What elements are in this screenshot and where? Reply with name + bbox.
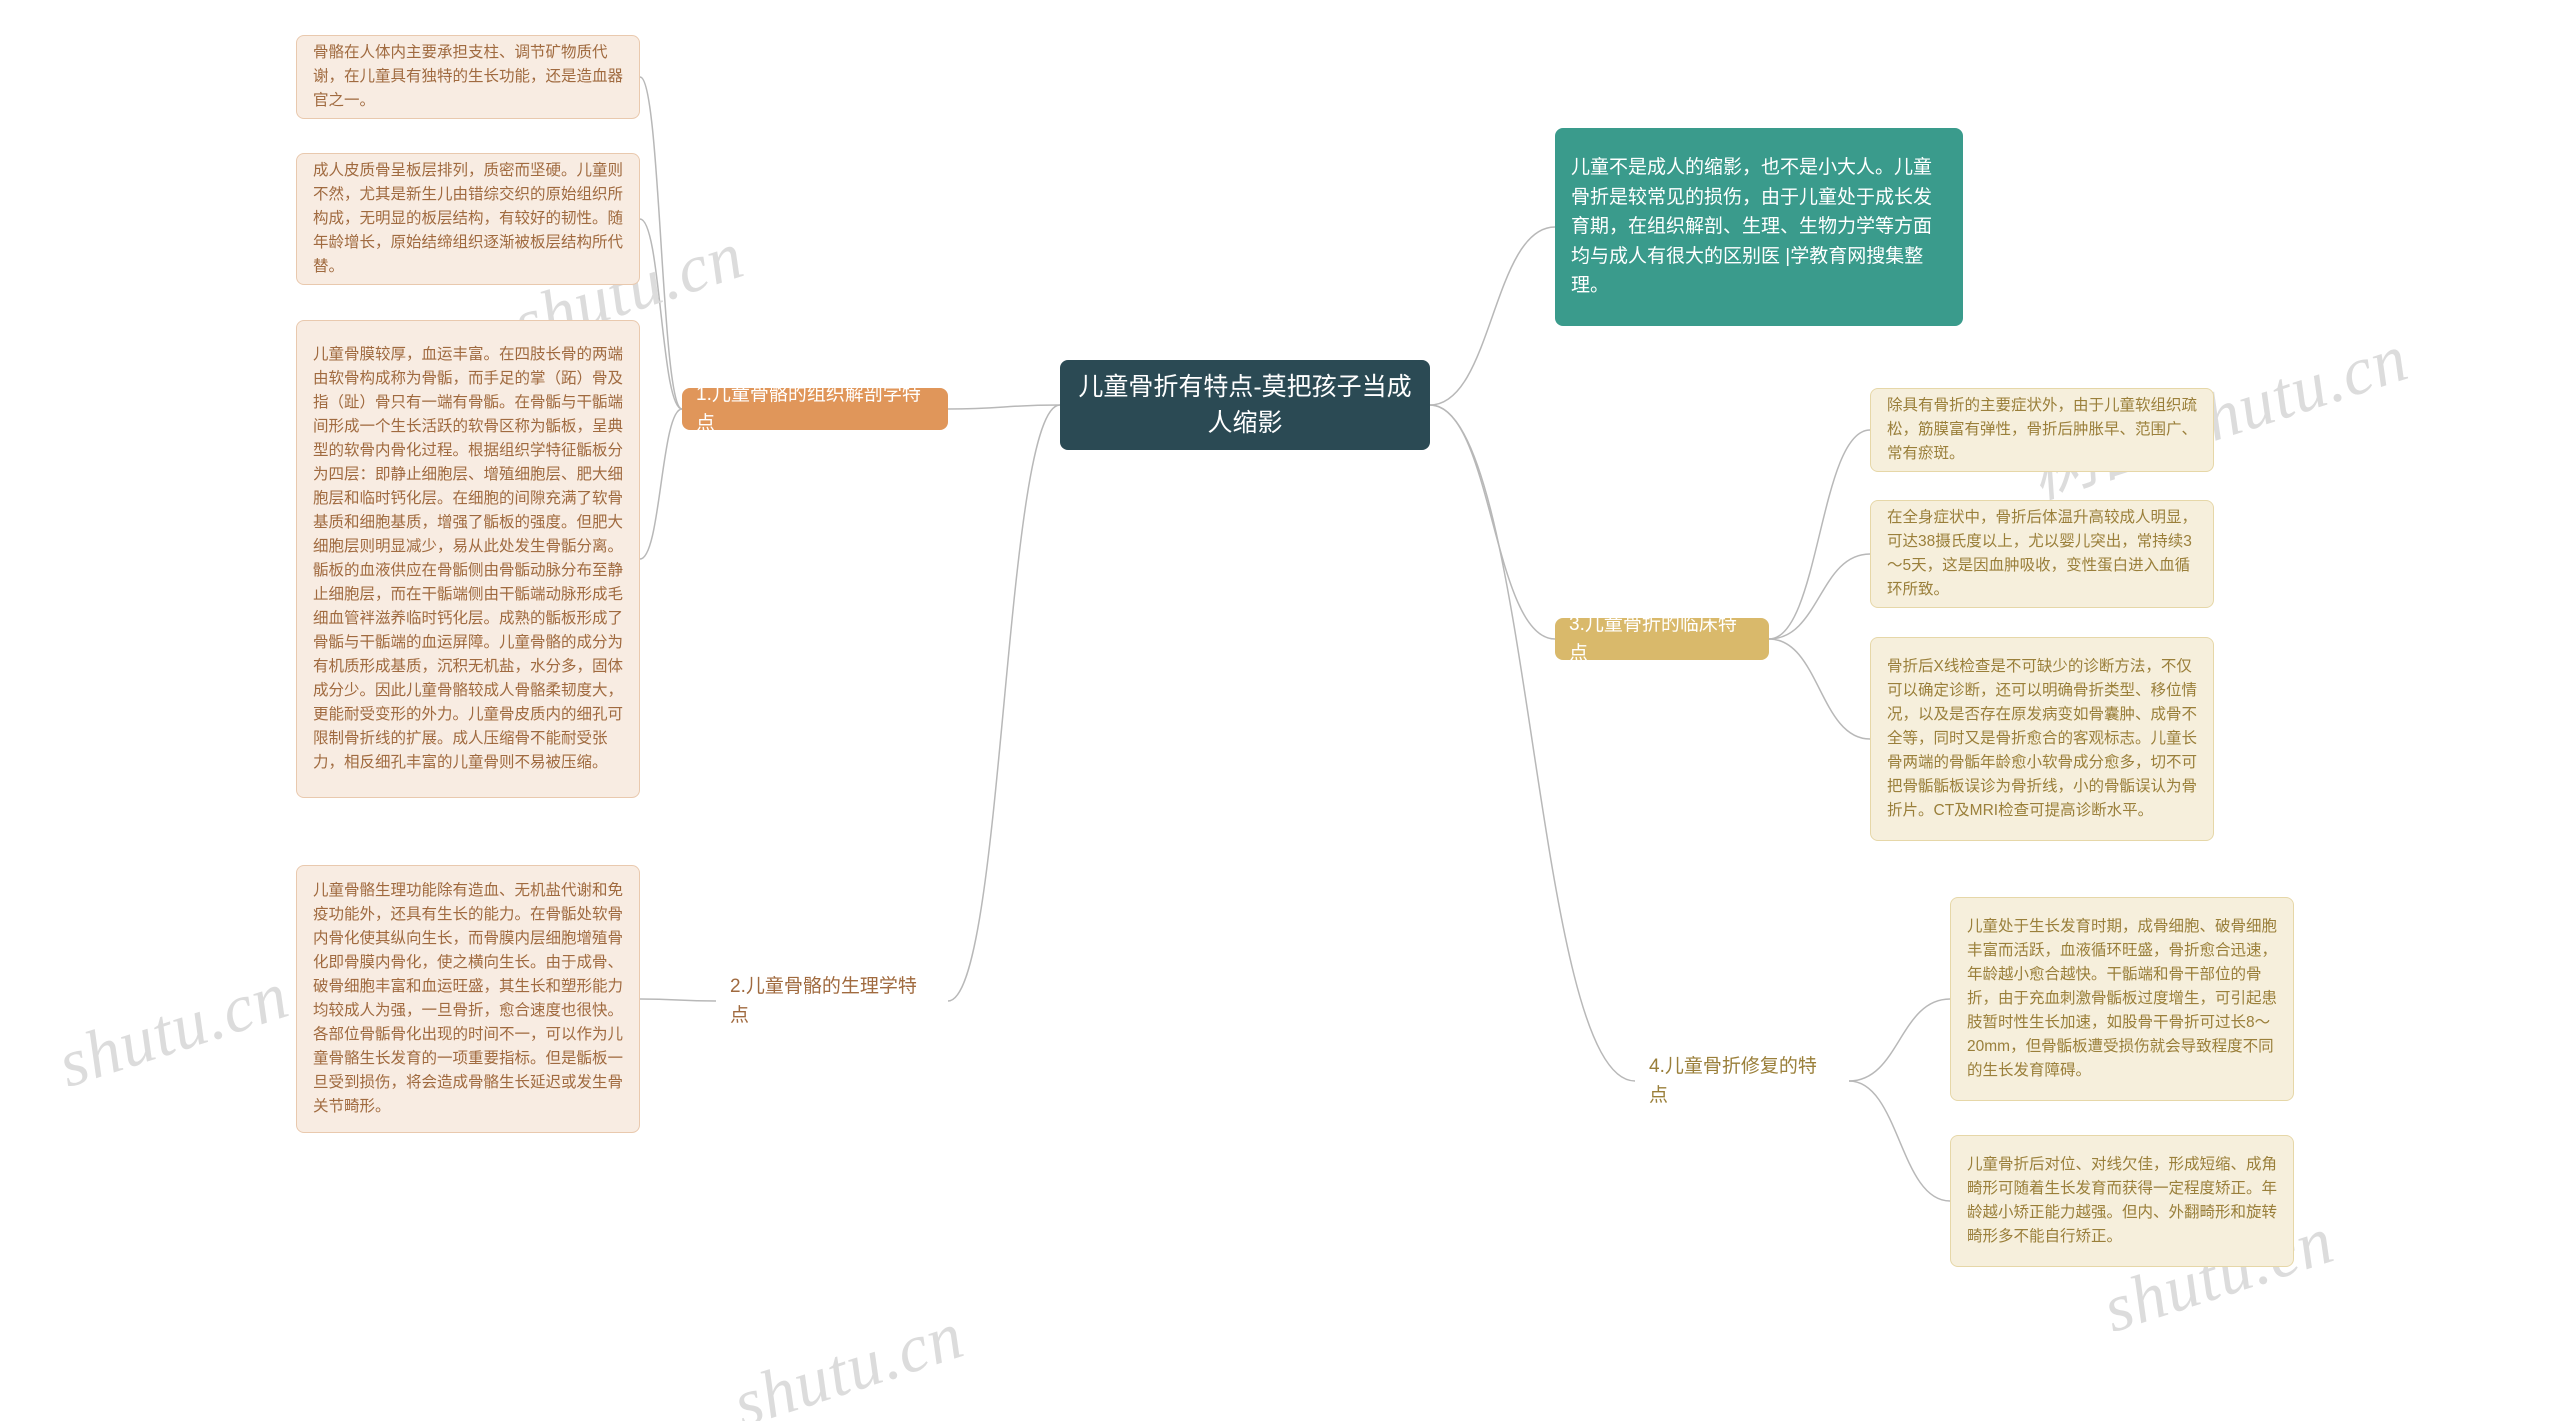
leaf-node: 儿童骨膜较厚，血运丰富。在四肢长骨的两端由软骨构成称为骨骺，而手足的掌（跖）骨及… [296,320,640,798]
leaf-node: 成人皮质骨呈板层排列，质密而坚硬。儿童则不然，尤其是新生儿由错综交织的原始组织所… [296,153,640,285]
leaf-text: 在全身症状中，骨折后体温升高较成人明显，可达38摄氏度以上，尤以婴儿突出，常持续… [1887,506,2197,602]
leaf-node: 骨骼在人体内主要承担支柱、调节矿物质代谢，在儿童具有独特的生长功能，还是造血器官… [296,35,640,119]
leaf-node: 儿童骨骼生理功能除有造血、无机盐代谢和免疫功能外，还具有生长的能力。在骨骺处软骨… [296,865,640,1133]
branch-label: 3.儿童骨折的临床特点 [1569,610,1755,669]
branch-node: 3.儿童骨折的临床特点 [1555,618,1769,660]
branch-node: 4.儿童骨折修复的特点 [1635,1060,1849,1102]
branch-node: 2.儿童骨骼的生理学特点 [716,980,948,1022]
watermark: shutu.cn [724,1295,973,1421]
leaf-node: 除具有骨折的主要症状外，由于儿童软组织疏松，筋膜富有弹性，骨折后肿胀早、范围广、… [1870,388,2214,472]
leaf-text: 成人皮质骨呈板层排列，质密而坚硬。儿童则不然，尤其是新生儿由错综交织的原始组织所… [313,159,623,279]
leaf-text: 儿童骨膜较厚，血运丰富。在四肢长骨的两端由软骨构成称为骨骺，而手足的掌（跖）骨及… [313,343,623,775]
leaf-node: 儿童处于生长发育时期，成骨细胞、破骨细胞丰富而活跃，血液循环旺盛，骨折愈合迅速，… [1950,897,2294,1101]
leaf-node: 在全身症状中，骨折后体温升高较成人明显，可达38摄氏度以上，尤以婴儿突出，常持续… [1870,500,2214,608]
leaf-text: 骨折后X线检查是不可缺少的诊断方法，不仅可以确定诊断，还可以明确骨折类型、移位情… [1887,655,2197,823]
watermark: shutu.cn [49,955,298,1103]
center-node: 儿童骨折有特点-莫把孩子当成人缩影 [1060,360,1430,450]
branch-label: 2.儿童骨骼的生理学特点 [730,972,934,1031]
intro-text: 儿童不是成人的缩影，也不是小大人。儿童骨折是较常见的损伤，由于儿童处于成长发育期… [1571,153,1947,300]
leaf-text: 骨骼在人体内主要承担支柱、调节矿物质代谢，在儿童具有独特的生长功能，还是造血器官… [313,41,623,113]
leaf-text: 儿童骨骼生理功能除有造血、无机盐代谢和免疫功能外，还具有生长的能力。在骨骺处软骨… [313,879,623,1119]
leaf-node: 骨折后X线检查是不可缺少的诊断方法，不仅可以确定诊断，还可以明确骨折类型、移位情… [1870,637,2214,841]
intro-node: 儿童不是成人的缩影，也不是小大人。儿童骨折是较常见的损伤，由于儿童处于成长发育期… [1555,128,1963,326]
leaf-node: 儿童骨折后对位、对线欠佳，形成短缩、成角畸形可随着生长发育而获得一定程度矫正。年… [1950,1135,2294,1267]
center-label: 儿童骨折有特点-莫把孩子当成人缩影 [1076,369,1414,442]
branch-label: 1.儿童骨骼的组织解剖学特点 [696,380,934,439]
leaf-text: 儿童骨折后对位、对线欠佳，形成短缩、成角畸形可随着生长发育而获得一定程度矫正。年… [1967,1153,2277,1249]
branch-label: 4.儿童骨折修复的特点 [1649,1052,1835,1111]
leaf-text: 儿童处于生长发育时期，成骨细胞、破骨细胞丰富而活跃，血液循环旺盛，骨折愈合迅速，… [1967,915,2277,1083]
branch-node: 1.儿童骨骼的组织解剖学特点 [682,388,948,430]
leaf-text: 除具有骨折的主要症状外，由于儿童软组织疏松，筋膜富有弹性，骨折后肿胀早、范围广、… [1887,394,2197,466]
